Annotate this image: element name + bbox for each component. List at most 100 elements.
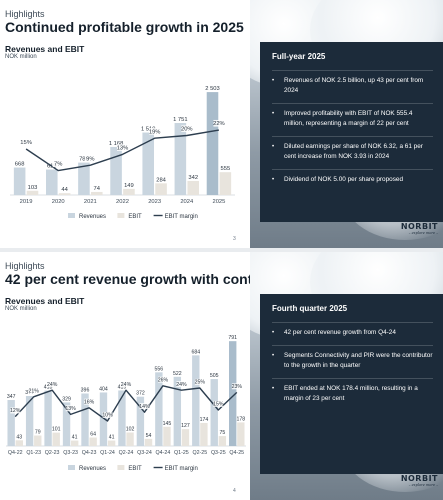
ebit-bar xyxy=(52,432,60,446)
ebit-data-label: 74 xyxy=(94,186,101,192)
ebit-bar xyxy=(155,183,167,195)
ebit-data-label: 44 xyxy=(61,187,68,193)
ebit-data-label: 149 xyxy=(124,183,134,189)
legend-ebit-margin-label: EBIT margin xyxy=(165,466,198,472)
panel-bullet: • Segments Connectivity and PIR were the … xyxy=(272,345,433,371)
revenue-data-label: 372 xyxy=(136,391,145,397)
ebit-margin-data-label: 21% xyxy=(28,388,39,394)
slide-divider xyxy=(0,248,443,252)
margin-label-bg xyxy=(157,376,168,383)
revenue-ebit-chart-quarterly: 34743Q4-2237779Q1-23418101Q2-2332941Q3-2… xyxy=(6,335,246,472)
margin-label-bg xyxy=(213,119,225,127)
margin-label-bg xyxy=(20,138,32,146)
revenue-data-label: 404 xyxy=(99,386,108,392)
x-tick-label: Q4-23 xyxy=(82,450,97,456)
ebit-margin-line xyxy=(14,385,238,422)
revenue-bar xyxy=(110,146,122,195)
ebit-margin-data-label: 24% xyxy=(176,382,187,388)
revenue-bar xyxy=(206,92,219,195)
ebit-bar xyxy=(15,440,23,446)
revenue-bar xyxy=(13,167,26,195)
revenue-bar xyxy=(192,355,200,446)
margin-label-bg xyxy=(10,407,21,414)
ebit-margin-data-label: 13% xyxy=(117,145,129,151)
slide-title: Continued profitable growth in 2025 xyxy=(5,19,244,35)
margin-label-bg xyxy=(47,381,58,388)
ebit-bar xyxy=(237,422,245,446)
side-panel-area: Fourth quarter 2025 • 42 per cent revenue… xyxy=(250,252,443,500)
revenue-bar xyxy=(136,396,145,446)
bullet-icon: • xyxy=(272,111,275,117)
x-tick-label: Q2-24 xyxy=(119,450,134,456)
margin-label-bg xyxy=(28,387,39,394)
revenue-data-label: 396 xyxy=(81,388,90,394)
margin-label-bg xyxy=(149,128,161,135)
ebit-margin-data-label: 25% xyxy=(195,380,206,386)
ebit-margin-data-label: 24% xyxy=(47,382,58,388)
page-number: 4 xyxy=(233,488,236,494)
revenue-bar xyxy=(78,162,90,195)
ebit-margin-data-label: 20% xyxy=(181,127,193,133)
revenue-data-label: 2 503 xyxy=(205,86,220,92)
x-tick-label: 2023 xyxy=(148,199,161,205)
ebit-data-label: 145 xyxy=(163,421,172,427)
revenue-bar xyxy=(81,393,89,446)
ebit-bar xyxy=(200,422,208,446)
logo-tagline: – explore more – xyxy=(408,483,438,487)
bullet-text: Improved profitability with EBIT of NOK … xyxy=(284,110,413,127)
ebit-margin-data-label: 15% xyxy=(20,140,32,146)
x-tick-label: Q4-22 xyxy=(8,450,23,456)
ebit-data-label: 127 xyxy=(181,423,190,429)
panel-bullet: • EBIT ended at NOK 178.4 million, result… xyxy=(272,378,433,404)
x-tick-label: 2022 xyxy=(116,199,129,205)
x-tick-label: Q4-25 xyxy=(229,450,244,456)
ebit-bar xyxy=(70,440,79,446)
ebit-margin-data-label: 15% xyxy=(213,402,224,408)
legend-ebit-label: EBIT xyxy=(128,466,142,472)
bullet-icon: • xyxy=(272,144,275,150)
ebit-data-label: 102 xyxy=(126,426,135,432)
revenue-data-label: 329 xyxy=(62,396,71,402)
revenue-bar xyxy=(46,169,58,195)
ebit-margin-data-label: 12% xyxy=(10,408,21,414)
highlights-panel: Full-year 2025 • Revenues of NOK 2.5 bill… xyxy=(260,42,443,222)
revenue-bar xyxy=(229,341,237,446)
bullet-icon: • xyxy=(272,177,275,183)
revenue-data-label: 505 xyxy=(210,373,219,379)
panel-bullet: • Dividend of NOK 5.00 per share proposed xyxy=(272,169,433,185)
ebit-data-label: 41 xyxy=(109,435,115,441)
revenue-bar xyxy=(7,400,15,446)
x-tick-label: Q3-23 xyxy=(63,450,78,456)
x-tick-label: 2020 xyxy=(52,199,65,205)
revenue-data-label: 419 xyxy=(118,384,127,390)
ebit-data-label: 103 xyxy=(28,185,38,191)
x-tick-label: Q3-25 xyxy=(211,450,226,456)
margin-label-bg xyxy=(84,155,96,162)
margin-label-bg xyxy=(52,160,64,168)
ebit-margin-data-label: 14% xyxy=(139,404,150,410)
norbit-logo: NORBIT – explore more – xyxy=(398,222,438,235)
ebit-data-label: 174 xyxy=(200,417,209,423)
chart-title: Revenues and EBIT xyxy=(5,296,85,306)
bullet-icon: • xyxy=(272,353,275,359)
revenue-bar xyxy=(118,390,126,446)
ebit-margin-line xyxy=(25,129,220,172)
margin-label-bg xyxy=(139,403,150,410)
legend-revenues-swatch xyxy=(68,213,75,218)
legend-ebit-label: EBIT xyxy=(128,214,142,220)
margin-label-bg xyxy=(116,144,129,151)
ebit-bar xyxy=(58,193,71,195)
margin-label-bg xyxy=(65,405,76,412)
x-tick-label: Q1-25 xyxy=(174,450,189,456)
ebit-data-label: 54 xyxy=(146,433,152,439)
page-number: 3 xyxy=(233,236,236,242)
margin-label-bg xyxy=(102,411,113,418)
ebit-bar xyxy=(91,191,103,195)
revenue-data-label: 684 xyxy=(191,349,200,355)
bullet-text: Diluted earnings per share of NOK 6.32, … xyxy=(284,143,423,160)
revenue-bar xyxy=(174,123,187,195)
ebit-bar xyxy=(126,432,134,446)
ebit-margin-data-label: 26% xyxy=(158,377,169,383)
x-tick-label: Q4-24 xyxy=(156,450,171,456)
logo-name: NORBIT xyxy=(400,474,438,483)
